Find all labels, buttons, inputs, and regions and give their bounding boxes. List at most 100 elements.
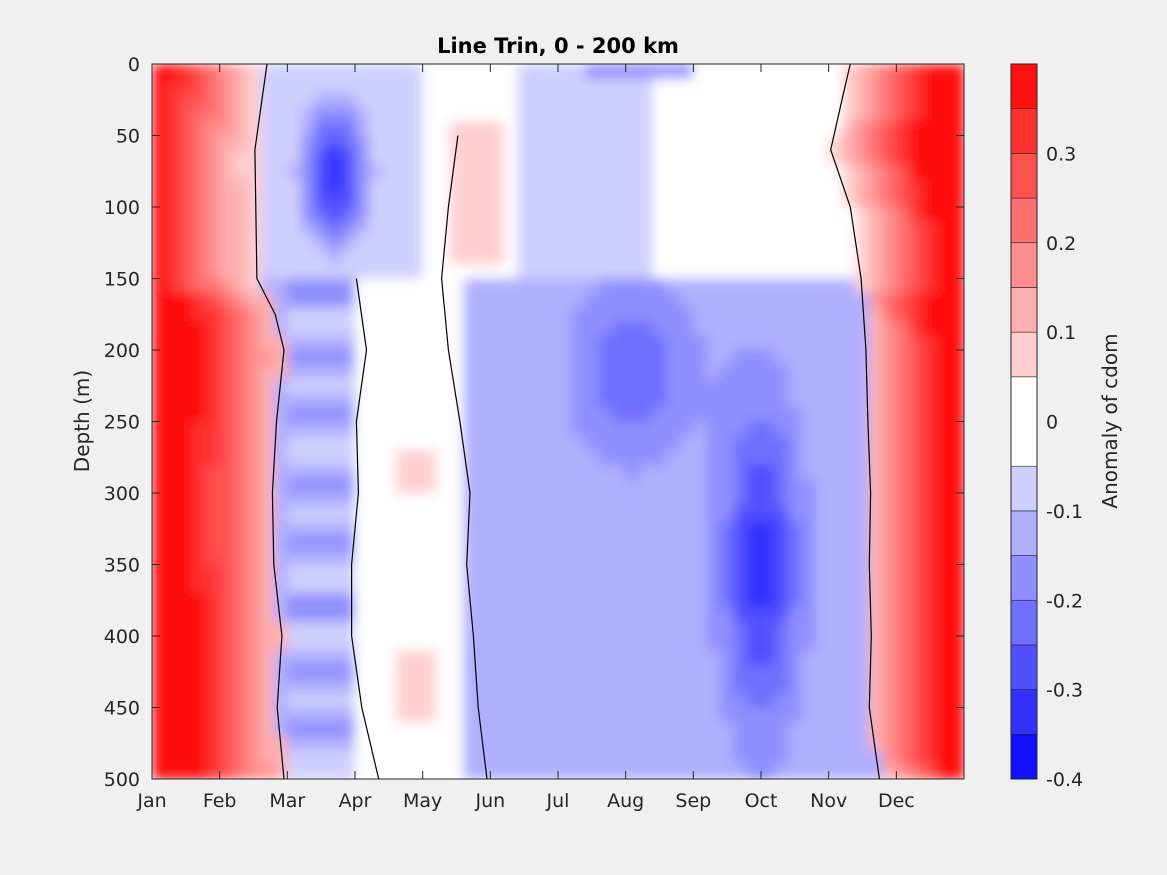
contour-cell <box>815 235 830 251</box>
contour-cell <box>747 736 762 752</box>
contour-cell <box>571 78 587 94</box>
contour-cell <box>693 307 708 323</box>
contour-cell <box>909 721 925 738</box>
contour-cell <box>706 707 722 723</box>
contour-cell <box>598 693 614 709</box>
contour-cell <box>950 521 964 537</box>
contour-cell <box>246 707 262 723</box>
contour-cell <box>449 78 465 94</box>
contour-cell <box>273 364 289 380</box>
contour-cell <box>503 578 519 595</box>
contour-cell <box>327 564 343 580</box>
contour-cell <box>706 235 722 251</box>
contour-cell <box>327 78 343 94</box>
contour-cell <box>544 736 559 752</box>
colorbar-swatch <box>1010 376 1038 467</box>
contour-cell <box>503 693 519 709</box>
contour-cell <box>571 235 587 251</box>
y-axis-label: Depth (m) <box>70 370 94 472</box>
contour-cell <box>815 264 830 280</box>
contour-cell <box>869 664 884 680</box>
contour-cell <box>788 335 803 351</box>
contour-cell <box>382 378 397 394</box>
contour-cell <box>815 636 830 652</box>
contour-cell <box>733 92 749 108</box>
contour-cell <box>300 106 316 123</box>
contour-cell <box>192 478 208 494</box>
contour-cell <box>395 678 411 695</box>
contour-cell <box>233 207 248 223</box>
contour-cell <box>476 350 492 366</box>
contour-cell <box>314 707 329 723</box>
contour-cell <box>219 207 235 223</box>
contour-cell <box>517 464 532 480</box>
contour-cell <box>666 235 681 251</box>
contour-cell <box>327 678 343 695</box>
contour-cell <box>571 593 587 609</box>
contour-cell <box>530 207 546 223</box>
contour-cell <box>706 421 722 437</box>
contour-cell <box>314 392 329 409</box>
contour-cell <box>896 693 911 709</box>
contour-cell <box>720 264 735 280</box>
contour-cell <box>152 264 167 280</box>
contour-cell <box>923 135 938 151</box>
contour-cell <box>585 435 600 452</box>
contour-cell <box>855 607 871 623</box>
contour-cell <box>923 106 938 123</box>
contour-cell <box>490 435 505 452</box>
contour-cell <box>625 321 641 337</box>
contour-cell <box>260 421 275 437</box>
contour-cell <box>923 249 938 266</box>
contour-cell <box>733 207 749 223</box>
contour-cell <box>950 764 964 779</box>
contour-cell <box>720 678 735 695</box>
contour-cell <box>476 321 492 337</box>
contour-cell <box>747 750 762 766</box>
contour-cell <box>936 235 952 251</box>
contour-cell <box>287 464 302 480</box>
contour-cell <box>206 278 221 294</box>
contour-cell <box>896 392 911 409</box>
contour-cell <box>828 550 844 566</box>
contour-cell <box>923 664 938 680</box>
contour-cell <box>774 407 790 423</box>
contour-cell <box>409 235 424 251</box>
contour-cell <box>815 278 830 294</box>
contour-cell <box>300 578 316 595</box>
contour-cell <box>909 621 925 637</box>
contour-cell <box>761 92 776 108</box>
contour-cell <box>395 750 411 766</box>
contour-cell <box>192 607 208 623</box>
contour-cell <box>855 421 871 437</box>
contour-cell <box>422 92 438 108</box>
contour-cell <box>341 192 356 208</box>
contour-cell <box>639 321 654 337</box>
contour-cell <box>152 106 167 123</box>
colorbar-frame <box>1010 63 1038 780</box>
contour-cell <box>896 178 911 194</box>
contour-cell <box>314 664 329 680</box>
contour-cell <box>517 621 532 637</box>
contour-cell <box>598 421 614 437</box>
contour-cell <box>476 178 492 194</box>
contour-cell <box>652 149 668 166</box>
contour-cell <box>219 278 235 294</box>
contour-cell <box>774 192 790 208</box>
x-tick-label: Apr <box>339 790 372 812</box>
contour-cell <box>842 521 857 537</box>
contour-cell <box>273 435 289 452</box>
contour-cell <box>449 292 465 309</box>
contour-cell <box>882 235 898 251</box>
contour-cell <box>544 178 559 194</box>
contour-cell <box>693 364 708 380</box>
contour-cell <box>693 521 708 537</box>
contour-cell <box>693 106 708 123</box>
contour-cell <box>341 407 356 423</box>
contour-cell <box>490 421 505 437</box>
contour-cell <box>314 221 329 237</box>
contour-cell <box>923 278 938 294</box>
contour-cell <box>422 578 438 595</box>
contour-cell <box>192 493 208 509</box>
contour-cell <box>517 450 532 466</box>
